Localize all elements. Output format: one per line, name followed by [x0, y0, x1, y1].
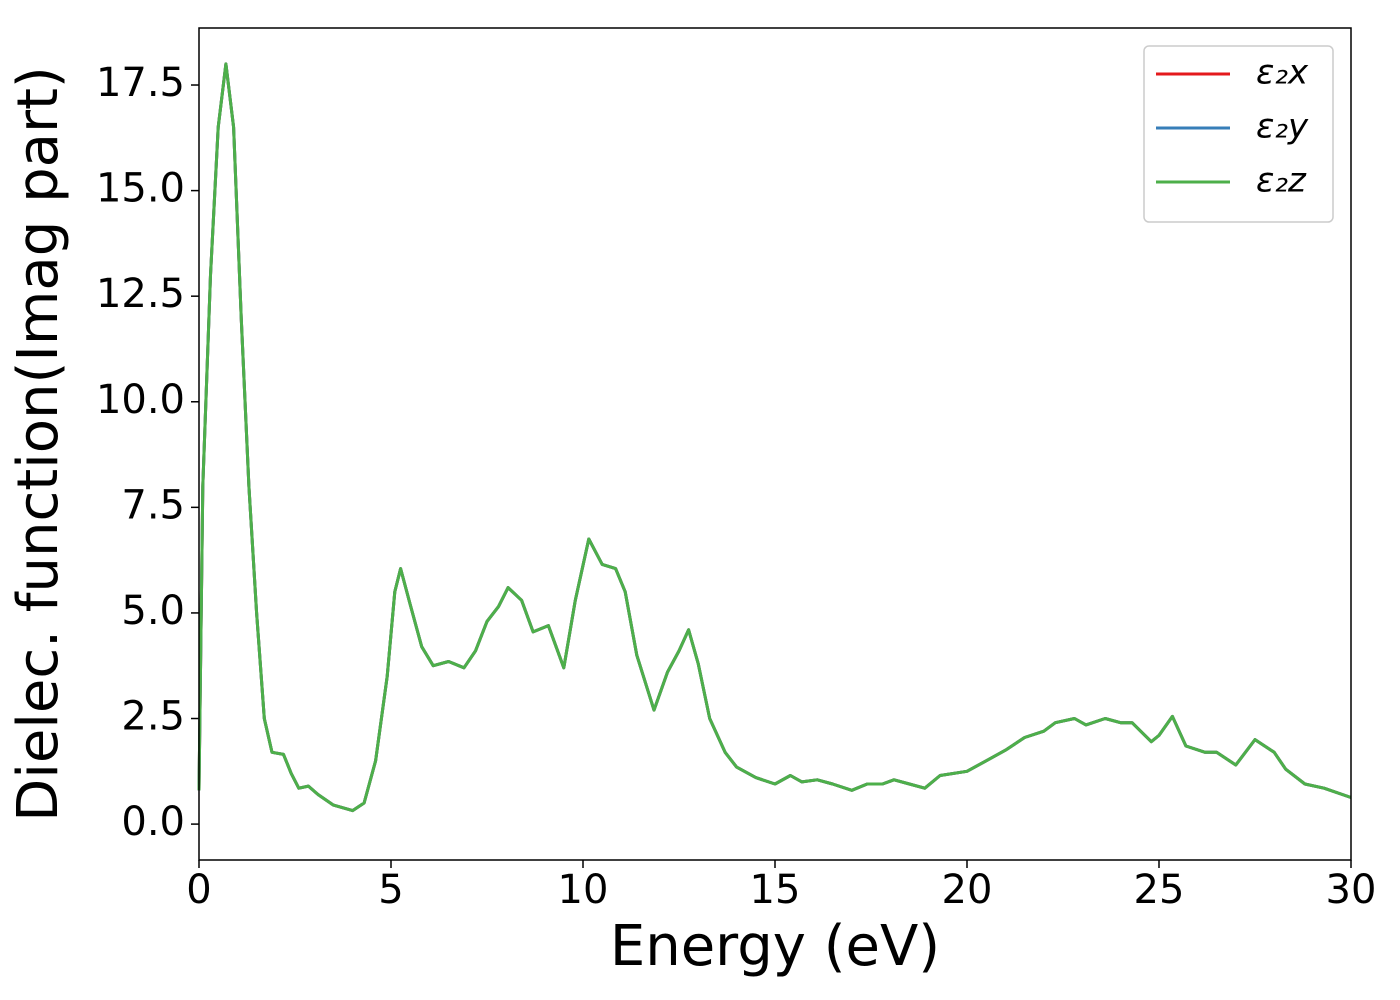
y-tick-label: 5.0 — [121, 588, 185, 634]
line-series — [197, 62, 1352, 813]
y-tick-label: 7.5 — [121, 482, 185, 528]
x-tick-label: 5 — [378, 867, 403, 913]
x-tick-label: 25 — [1134, 867, 1185, 913]
legend-label: ε₂x — [1256, 53, 1309, 93]
x-tick-label: 20 — [942, 867, 993, 913]
x-tick-label: 0 — [186, 867, 211, 913]
y-tick-label: 17.5 — [96, 60, 185, 106]
x-tick-label: 30 — [1326, 867, 1377, 913]
legend-box — [1143, 45, 1334, 223]
y-tick-label: 12.5 — [96, 271, 185, 317]
y-tick-label: 10.0 — [96, 377, 185, 423]
x-tick-label: 10 — [558, 867, 609, 913]
legend-label: ε₂y — [1256, 107, 1309, 147]
y-tick-label: 2.5 — [121, 694, 185, 740]
y-tick-label: 15.0 — [96, 166, 185, 212]
plot-frame — [198, 27, 1352, 861]
x-axis-label: Energy (eV) — [610, 914, 940, 979]
legend-label: ε₂z — [1256, 161, 1307, 201]
y-axis-label: Dielec. function(Imag part) — [6, 66, 71, 822]
y-tick-label: 0.0 — [121, 799, 185, 845]
x-tick-label: 15 — [750, 867, 801, 913]
